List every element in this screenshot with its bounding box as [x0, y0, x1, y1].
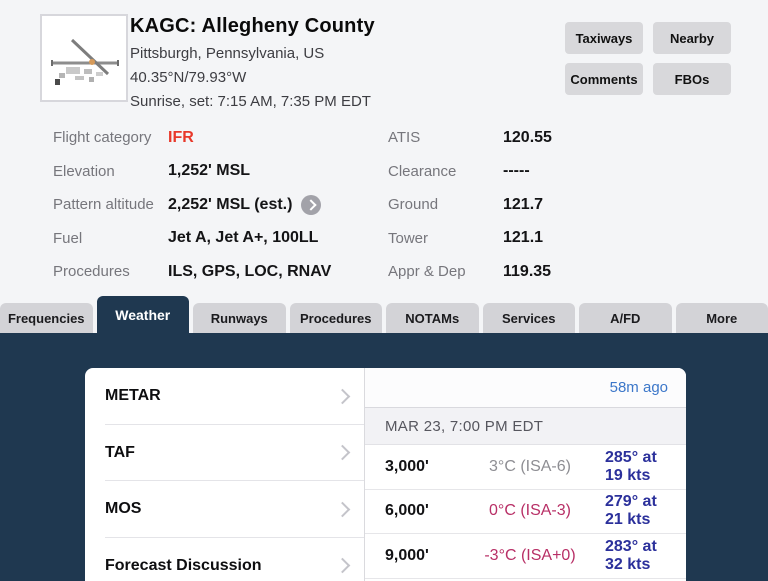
- tab-frequencies[interactable]: Frequencies: [0, 303, 93, 333]
- winds-aloft-row: 9,000' -3°C (ISA+0) 283° at 32 kts: [365, 534, 686, 579]
- tab-more[interactable]: More: [675, 303, 768, 333]
- chevron-right-icon: [334, 388, 351, 405]
- airport-diagram-icon: [51, 38, 119, 85]
- flight-category-label: Flight category: [53, 129, 152, 147]
- appr-dep-label: Appr & Dep: [388, 263, 466, 281]
- tower-row: Tower 121.1: [388, 222, 708, 256]
- altitude-value: 6,000': [385, 502, 429, 520]
- tab-weather[interactable]: Weather: [96, 296, 189, 333]
- airport-identity: KAGC: Allegheny County Pittsburgh, Penns…: [130, 15, 375, 110]
- atis-label: ATIS: [388, 129, 421, 147]
- tab-notams[interactable]: NOTAMs: [386, 303, 479, 333]
- fuel-row: Fuel Jet A, Jet A+, 100LL: [53, 222, 373, 256]
- chevron-right-icon: [334, 444, 351, 461]
- atis-row: ATIS 120.55: [388, 121, 708, 155]
- comments-button[interactable]: Comments: [565, 63, 643, 95]
- chevron-right-icon: [334, 501, 351, 518]
- tab-runways[interactable]: Runways: [193, 303, 286, 333]
- winds-aloft-row: 3,000' 3°C (ISA-6) 285° at 19 kts: [365, 445, 686, 490]
- wind-value: 279° at 21 kts: [605, 493, 657, 529]
- pattern-altitude-value: 2,252' MSL (est.): [168, 195, 293, 213]
- elevation-value: 1,252' MSL: [168, 162, 251, 180]
- section-tab-bar: Frequencies Weather Runways Procedures N…: [0, 296, 768, 333]
- forecast-discussion-label: Forecast Discussion: [105, 556, 262, 574]
- wind-value: 285° at 19 kts: [605, 448, 657, 484]
- winds-aloft-panel: 58m ago MAR 23, 7:00 PM EDT 3,000' 3°C (…: [365, 368, 686, 581]
- airport-info-left-column: Flight category IFR Elevation 1,252' MSL…: [53, 121, 373, 289]
- clearance-label: Clearance: [388, 162, 457, 180]
- ground-label: Ground: [388, 196, 439, 214]
- ground-row: Ground 121.7: [388, 188, 708, 222]
- clearance-value: -----: [503, 162, 530, 180]
- temperature-value: 0°C (ISA-3): [489, 502, 571, 520]
- clearance-row: Clearance -----: [388, 155, 708, 189]
- tab-afd[interactable]: A/FD: [579, 303, 672, 333]
- weather-tab-content: METAR TAF MOS Forecast Discussion: [0, 333, 768, 581]
- weather-product-menu: METAR TAF MOS Forecast Discussion: [85, 368, 365, 581]
- nearby-button[interactable]: Nearby: [653, 22, 731, 54]
- report-age-row: 58m ago: [365, 368, 686, 408]
- temperature-value: -3°C (ISA+0): [484, 546, 576, 564]
- airport-sun-times: Sunrise, set: 7:15 AM, 7:35 PM EDT: [130, 93, 371, 110]
- atis-value: 120.55: [503, 128, 552, 146]
- winds-aloft-row: 6,000' 0°C (ISA-3) 279° at 21 kts: [365, 489, 686, 534]
- metar-label: METAR: [105, 387, 161, 405]
- procedures-value: ILS, GPS, LOC, RNAV: [168, 262, 332, 280]
- airport-coordinates: 40.35°N/79.93°W: [130, 69, 247, 86]
- weather-card: METAR TAF MOS Forecast Discussion: [85, 368, 686, 581]
- forecast-date-header: MAR 23, 7:00 PM EDT: [365, 408, 686, 445]
- fuel-label: Fuel: [53, 229, 83, 247]
- airport-header-section: KAGC: Allegheny County Pittsburgh, Penns…: [0, 0, 768, 296]
- airport-diagram-thumbnail[interactable]: [40, 14, 128, 102]
- airport-location: Pittsburgh, Pennsylvania, US: [130, 45, 325, 62]
- altitude-value: 3,000': [385, 457, 429, 475]
- menu-item-taf[interactable]: TAF: [85, 425, 364, 482]
- chevron-right-icon: [334, 557, 351, 574]
- page-title: KAGC: Allegheny County: [130, 15, 375, 37]
- procedures-label: Procedures: [53, 263, 130, 281]
- menu-item-mos[interactable]: MOS: [85, 481, 364, 538]
- altitude-value: 9,000': [385, 546, 429, 564]
- procedures-row: Procedures ILS, GPS, LOC, RNAV: [53, 255, 373, 289]
- tab-services[interactable]: Services: [482, 303, 575, 333]
- appr-dep-value: 119.35: [503, 262, 552, 280]
- taxiways-button[interactable]: Taxiways: [565, 22, 643, 54]
- airport-info-right-column: ATIS 120.55 Clearance ----- Ground 121.7…: [388, 121, 708, 289]
- pattern-altitude-disclosure-icon[interactable]: [301, 194, 322, 215]
- tower-value: 121.1: [503, 229, 544, 247]
- flight-category-row: Flight category IFR: [53, 121, 373, 155]
- tower-label: Tower: [388, 229, 429, 247]
- wind-value: 283° at 32 kts: [605, 537, 657, 573]
- tab-procedures[interactable]: Procedures: [289, 303, 382, 333]
- pattern-altitude-label: Pattern altitude: [53, 196, 154, 214]
- fbos-button[interactable]: FBOs: [653, 63, 731, 95]
- elevation-label: Elevation: [53, 162, 115, 180]
- flight-category-value: IFR: [168, 128, 194, 146]
- header-action-buttons: Taxiways Nearby Comments FBOs: [565, 22, 731, 95]
- forecast-date: MAR 23, 7:00 PM EDT: [385, 417, 544, 435]
- mos-label: MOS: [105, 500, 142, 518]
- ground-value: 121.7: [503, 195, 544, 213]
- report-age: 58m ago: [609, 379, 668, 396]
- menu-item-forecast-discussion[interactable]: Forecast Discussion: [85, 538, 364, 581]
- appr-dep-row: Appr & Dep 119.35: [388, 255, 708, 289]
- pattern-altitude-row: Pattern altitude 2,252' MSL (est.): [53, 188, 373, 222]
- menu-item-metar[interactable]: METAR: [85, 368, 364, 425]
- temperature-value: 3°C (ISA-6): [489, 457, 571, 475]
- taf-label: TAF: [105, 443, 135, 461]
- elevation-row: Elevation 1,252' MSL: [53, 155, 373, 189]
- fuel-value: Jet A, Jet A+, 100LL: [168, 229, 319, 247]
